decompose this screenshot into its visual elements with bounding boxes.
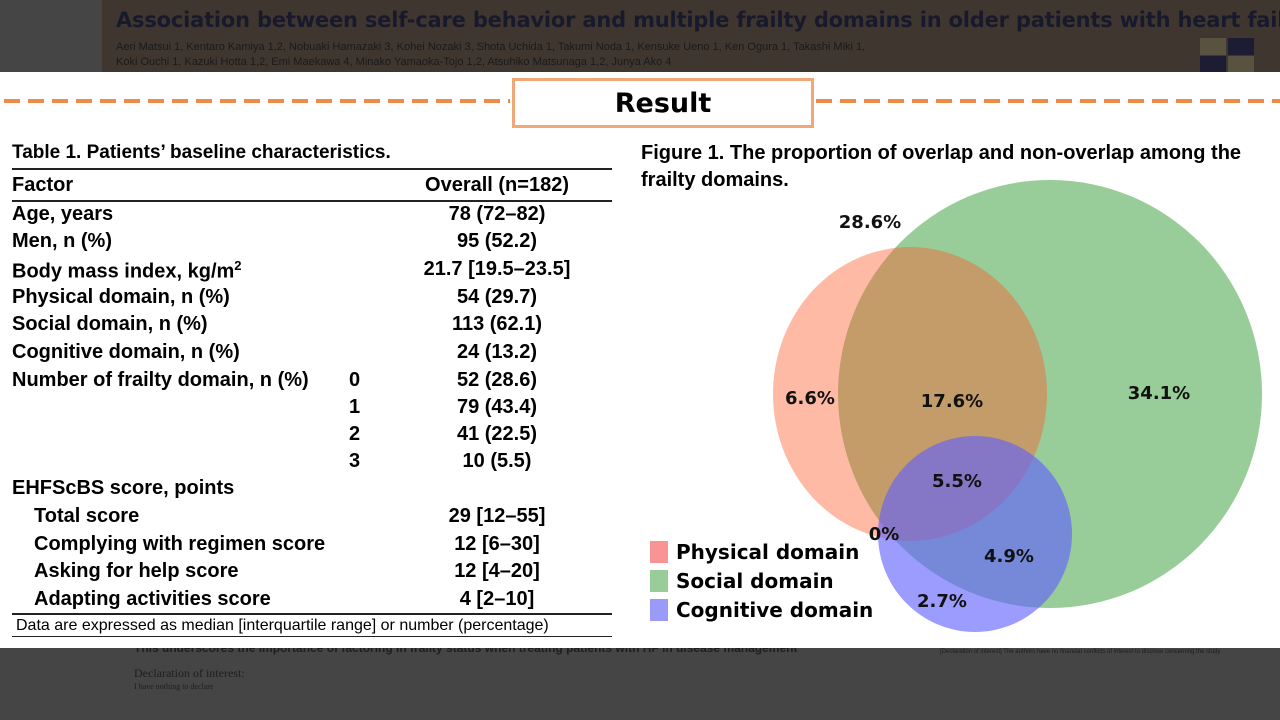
row-factor: Cognitive domain, n (%): [12, 341, 240, 363]
region-social-cognitive-label: 4.9%: [984, 546, 1034, 567]
row-category: 3: [349, 450, 361, 472]
legend-swatch-cognitive: [650, 599, 668, 621]
table-row: 1 79 (43.4): [12, 396, 612, 422]
region-none-label: 28.6%: [839, 212, 901, 233]
row-value: 24 (13.2): [456, 341, 538, 363]
legend-label-physical: Physical domain: [676, 540, 860, 564]
table-row: Men, n (%) 95 (52.2): [12, 230, 612, 256]
table-row: Age, years 78 (72–82): [12, 203, 612, 229]
region-cognitive-only-label: 2.7%: [917, 591, 967, 612]
row-value: 79 (43.4): [456, 396, 538, 418]
table-header-rule: [12, 200, 612, 202]
legend-cognitive: Cognitive domain: [650, 598, 873, 622]
header-factor: Factor: [12, 174, 74, 196]
table-top-rule: [12, 168, 612, 170]
region-physical-cognitive-label: 0%: [869, 524, 900, 545]
row-factor: EHFScBS score, points: [12, 477, 235, 499]
university-logo: [1200, 38, 1255, 73]
row-value: 21.7 [19.5–23.5]: [423, 258, 571, 280]
row-value: 54 (29.7): [456, 286, 538, 308]
row-factor: Social domain, n (%): [12, 313, 208, 335]
table-row: 3 10 (5.5): [12, 450, 612, 476]
section-divider-right: [816, 99, 1280, 103]
legend-physical: Physical domain: [650, 540, 859, 564]
row-value: 78 (72–82): [448, 203, 546, 225]
region-physical-only-label: 6.6%: [785, 388, 835, 409]
row-value: 12 [4–20]: [454, 560, 540, 582]
row-value: 29 [12–55]: [448, 505, 546, 527]
region-all-three-label: 5.5%: [932, 471, 982, 492]
row-factor: Number of frailty domain, n (%): [12, 369, 309, 391]
row-factor: Body mass index, kg/m2: [12, 258, 242, 283]
row-value: 52 (28.6): [456, 369, 538, 391]
row-value: 95 (52.2): [456, 230, 538, 252]
poster-authors-line2: Koki Ouchi 1, Kazuki Hotta 1,2, Emi Maek…: [116, 56, 672, 68]
footnote-rule: [12, 636, 612, 637]
poster-authors-line1: Aeri Matsui 1, Kentaro Kamiya 1,2, Nobua…: [116, 41, 866, 53]
poster-header-left-panel: [0, 0, 102, 72]
table-header: Factor Overall (n=182): [12, 174, 612, 200]
table-row: Social domain, n (%) 113 (62.1): [12, 313, 612, 339]
table-bottom-rule: [12, 613, 612, 615]
legend-label-cognitive: Cognitive domain: [676, 598, 874, 622]
region-physical-social-label: 17.6%: [921, 391, 983, 412]
table-row: Adapting activities score 4 [2–10]: [12, 588, 612, 614]
legend-label-social: Social domain: [676, 569, 834, 593]
poster-footer-background: [0, 648, 1280, 720]
table-row: Complying with regimen score 12 [6–30]: [12, 533, 612, 559]
header-overall: Overall (n=182): [425, 174, 569, 196]
table-row: Physical domain, n (%) 54 (29.7): [12, 286, 612, 312]
cognitive-domain-set: [878, 436, 1072, 632]
row-value: 4 [2–10]: [459, 588, 535, 610]
row-factor: Total score: [34, 505, 140, 527]
row-value: 113 (62.1): [451, 313, 543, 335]
row-factor: Adapting activities score: [34, 588, 271, 610]
row-value: 10 (5.5): [462, 450, 532, 472]
row-factor: Complying with regimen score: [34, 533, 326, 555]
figure-title: Figure 1. The proportion of overlap and …: [641, 142, 1242, 191]
table-row: Cognitive domain, n (%) 24 (13.2): [12, 341, 612, 367]
row-category: 0: [349, 369, 361, 391]
section-title: Result: [512, 78, 814, 128]
table-row: Total score 29 [12–55]: [12, 505, 612, 531]
row-category: 2: [349, 423, 361, 445]
legend-swatch-social: [650, 570, 668, 592]
table-title: Table 1. Patients’ baseline characterist…: [12, 142, 391, 163]
row-value: 41 (22.5): [456, 423, 538, 445]
row-factor: Age, years: [12, 203, 114, 225]
legend-swatch-physical: [650, 541, 668, 563]
row-value: 12 [6–30]: [454, 533, 540, 555]
row-factor: Physical domain, n (%): [12, 286, 230, 308]
declaration-text: I have nothing to declare: [134, 682, 214, 691]
table-row: Number of frailty domain, n (%) 0 52 (28.6…: [12, 369, 612, 395]
poster-header-background: [0, 0, 1280, 72]
table-row: 2 41 (22.5): [12, 423, 612, 449]
row-category: 1: [349, 396, 361, 418]
section-divider-left: [4, 99, 510, 103]
table-row: EHFScBS score, points: [12, 477, 612, 503]
coi-text: [Declaration of interest] The authors ha…: [940, 649, 1221, 655]
table-row: Body mass index, kg/m2 21.7 [19.5–23.5]: [12, 258, 612, 284]
table-footnote: Data are expressed as median [interquart…: [16, 617, 549, 634]
table-row: Asking for help score 12 [4–20]: [12, 560, 612, 586]
poster-title: Association between self-care behavior a…: [116, 8, 1280, 32]
row-factor: Asking for help score: [34, 560, 239, 582]
region-social-only-label: 34.1%: [1128, 383, 1190, 404]
row-factor: Men, n (%): [12, 230, 112, 252]
declaration-title: Declaration of interest:: [134, 666, 245, 680]
legend-social: Social domain: [650, 569, 834, 593]
